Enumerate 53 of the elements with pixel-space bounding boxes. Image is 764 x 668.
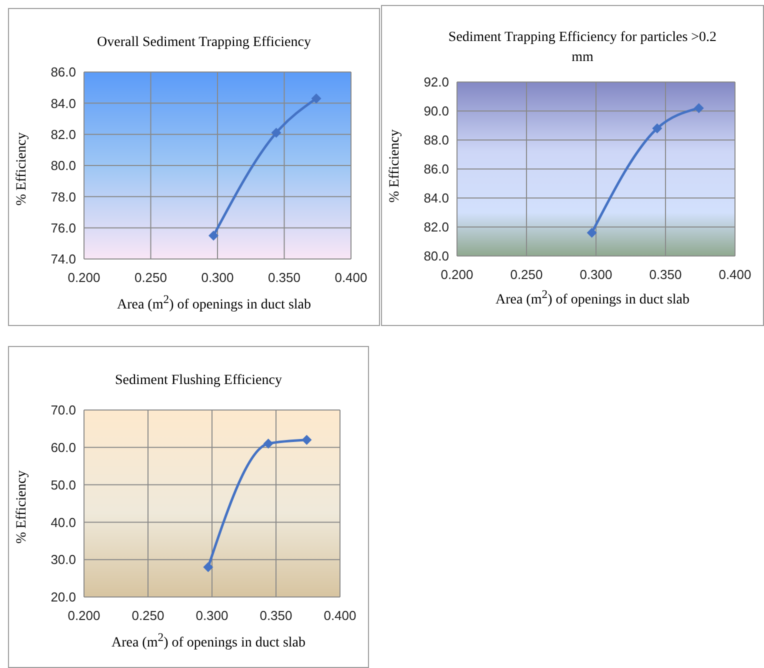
y-tick-label: 88.0	[424, 132, 449, 148]
y-axis-title: % Efficiency	[388, 129, 404, 203]
x-tick-label: 0.350	[268, 270, 301, 286]
x-axis-title: Area (m$^{2}$) of openings in duct slab	[110, 631, 306, 652]
y-tick-label: 92.0	[424, 74, 449, 90]
x-tick-label: 0.200	[68, 270, 100, 286]
x-tick-label: 0.350	[649, 267, 682, 282]
point	[302, 434, 312, 445]
y-tick-label: 80.0	[50, 158, 76, 174]
x-tick-label: 0.300	[580, 267, 612, 282]
point	[271, 128, 282, 138]
y-tick-label: 84.0	[50, 96, 76, 111]
x-tick-label: 0.200	[440, 267, 474, 282]
y-tick-label: 60.0	[50, 440, 76, 456]
y-tick-label: 86.0	[424, 162, 449, 177]
y-tick-label: 90.0	[424, 104, 449, 119]
y-tick-label: 74.0	[50, 252, 76, 267]
y-tick-label: 78.0	[50, 189, 76, 204]
x-tick-label: 0.350	[260, 608, 292, 624]
point	[263, 438, 274, 449]
point	[203, 562, 214, 572]
y-tick-label: 20.0	[50, 590, 76, 605]
x-tick-label: 0.250	[134, 270, 168, 286]
y-tick-label: 82.0	[50, 126, 76, 142]
x-tick-label: 0.300	[196, 608, 228, 624]
x-tick-label: 0.400	[324, 608, 356, 624]
y-tick-label: 86.0	[50, 64, 76, 80]
y-tick-label: 70.0	[50, 402, 76, 418]
x-tick-label: 0.400	[718, 267, 752, 282]
point	[694, 103, 704, 114]
point	[652, 123, 662, 134]
x-tick-label: 0.250	[510, 267, 543, 282]
y-tick-label: 84.0	[424, 190, 449, 206]
y-tick-label: 30.0	[50, 552, 76, 568]
chart-title: Sediment Trapping Efficiency for particles >0.2 mm	[447, 29, 718, 67]
y-axis-title: % Efficiency	[15, 470, 31, 544]
point	[208, 230, 218, 241]
x-tick-label: 0.400	[334, 270, 368, 286]
point	[311, 93, 322, 104]
y-tick-label: 40.0	[50, 514, 76, 530]
x-tick-label: 0.300	[201, 270, 234, 286]
x-tick-label: 0.250	[132, 608, 164, 624]
y-tick-label: 82.0	[424, 220, 449, 235]
x-axis-title: Area (m$^{2}$) of openings in duct slab	[116, 293, 312, 314]
point	[586, 228, 597, 238]
x-tick-label: 0.200	[68, 608, 100, 624]
y-tick-label: 50.0	[50, 477, 76, 492]
chart-title: Sediment Flushing Efficiency	[114, 372, 283, 390]
y-tick-label: 80.0	[424, 248, 449, 264]
x-axis-title: Area (m$^{2}$) of openings in duct slab	[494, 288, 690, 309]
y-tick-label: 76.0	[50, 220, 76, 236]
y-axis-title: % Efficiency	[15, 132, 31, 206]
chart-title: Overall Sediment Trapping Efficiency	[96, 34, 312, 52]
